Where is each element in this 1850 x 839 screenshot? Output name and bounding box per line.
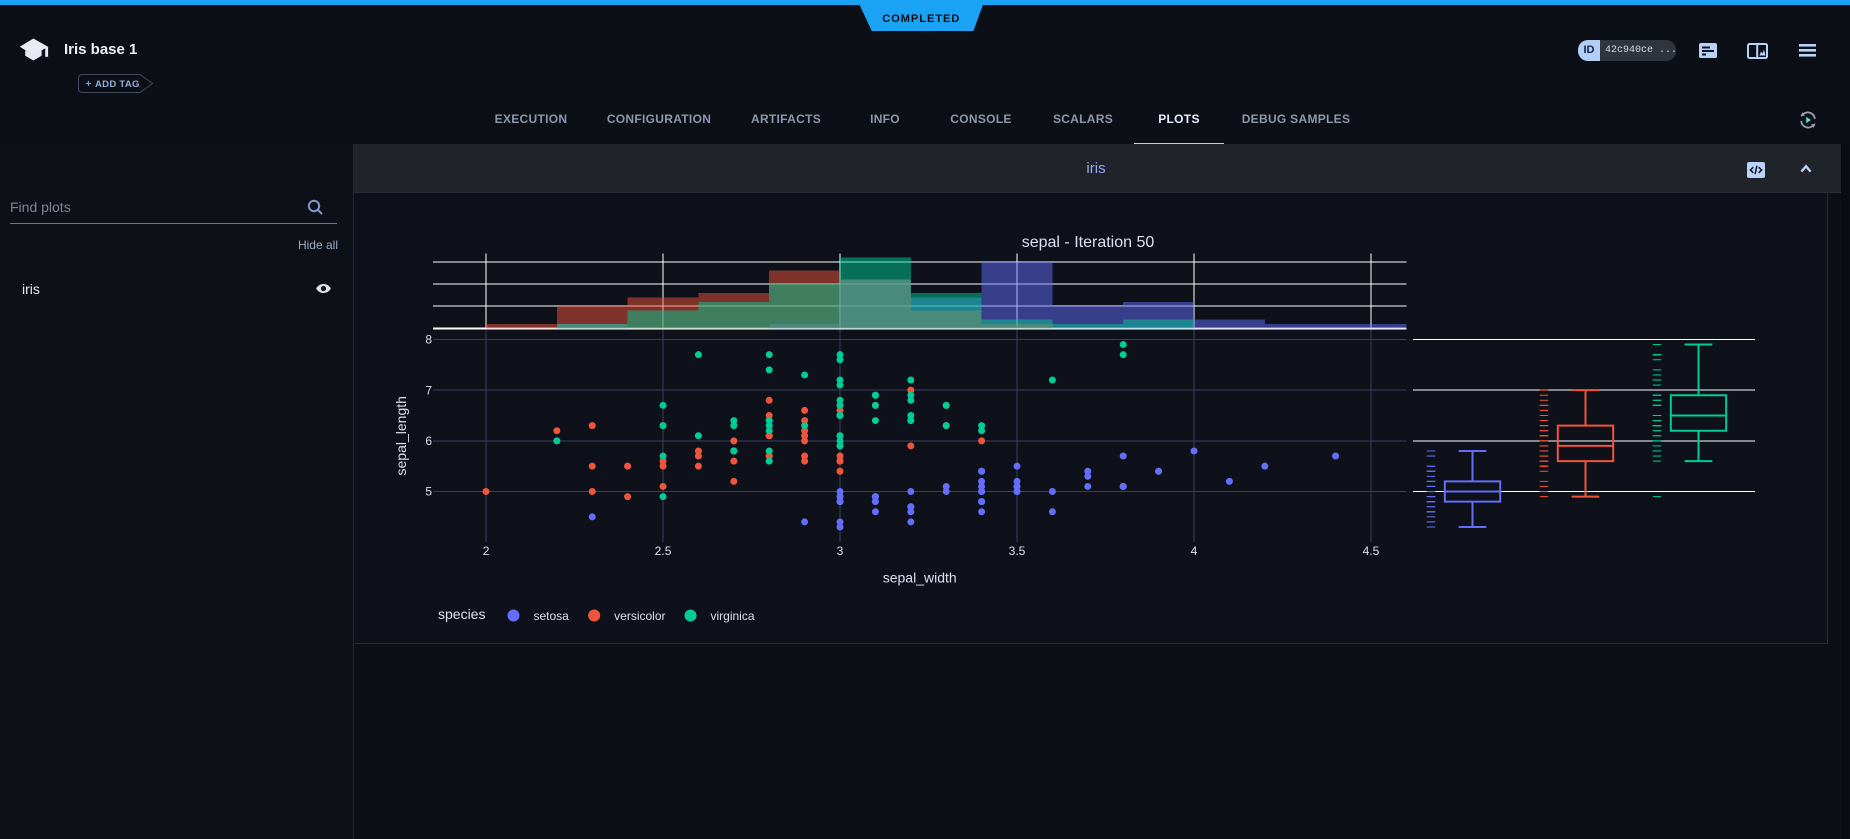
svg-text:8: 8 [425, 333, 432, 347]
svg-text:sepal_length: sepal_length [393, 396, 409, 475]
svg-text:2.5: 2.5 [655, 544, 672, 558]
svg-text:sepal_width: sepal_width [883, 569, 957, 585]
svg-text:+: + [86, 79, 92, 90]
svg-text:COMPLETED: COMPLETED [882, 13, 960, 25]
svg-text:3: 3 [837, 544, 844, 558]
svg-text:species: species [438, 606, 485, 622]
svg-text:versicolor: versicolor [614, 609, 665, 623]
svg-text:6: 6 [425, 434, 432, 448]
svg-text:5: 5 [425, 485, 432, 499]
svg-text:sepal - Iteration 50: sepal - Iteration 50 [1022, 234, 1155, 251]
svg-text:7: 7 [425, 383, 432, 397]
svg-text:setosa: setosa [534, 609, 570, 623]
svg-text:2: 2 [483, 544, 490, 558]
svg-text:ADD TAG: ADD TAG [95, 79, 140, 90]
svg-text:3.5: 3.5 [1009, 544, 1026, 558]
svg-text:4: 4 [1191, 544, 1198, 558]
svg-text:4.5: 4.5 [1363, 544, 1380, 558]
svg-text:virginica: virginica [711, 609, 755, 623]
